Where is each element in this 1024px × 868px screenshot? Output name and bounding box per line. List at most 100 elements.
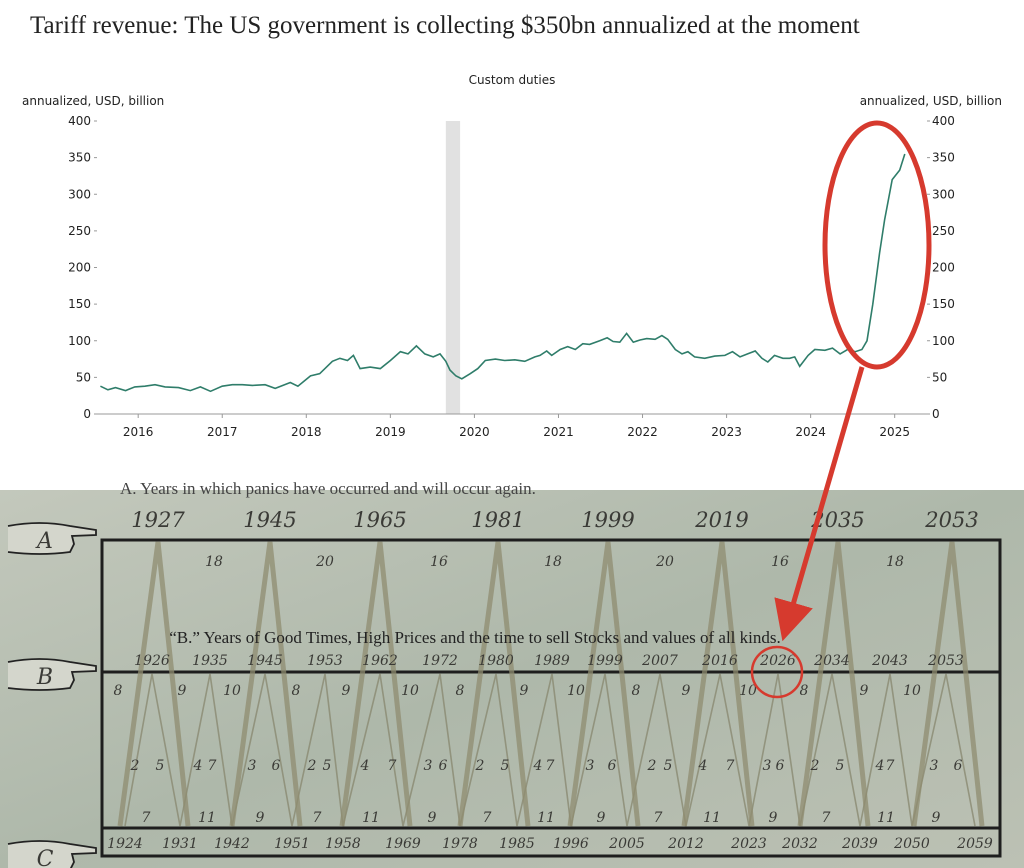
- row-b-lower: 7: [654, 810, 663, 826]
- row-b-middle: 6: [776, 758, 785, 774]
- row-b-upper: 8: [632, 683, 641, 699]
- cycle-peak: [911, 541, 985, 827]
- row-b-year: 2026: [759, 653, 796, 669]
- page-title: Tariff revenue: The US government is col…: [30, 12, 860, 39]
- x-tick-label: 2021: [543, 425, 574, 439]
- row-b-upper: 9: [178, 683, 187, 699]
- y-tick-label: 350: [68, 151, 91, 165]
- row-a-year: 1965: [353, 508, 406, 532]
- cycle-zigzag: [124, 673, 976, 827]
- row-letter: A: [35, 529, 53, 554]
- y-tick-label: 200: [68, 261, 91, 275]
- row-b-middle: 6: [608, 758, 617, 774]
- row-b-middle: 2: [647, 758, 657, 774]
- pointing-hand: [7, 522, 97, 555]
- series-line: [100, 153, 906, 393]
- row-b-lower: 9: [932, 810, 941, 826]
- y-tick-label: 50: [76, 370, 91, 384]
- x-tick-label: 2019: [375, 425, 406, 439]
- cycle-peak: [457, 541, 531, 827]
- shaded-region: [445, 121, 461, 414]
- row-b-lower: 11: [362, 810, 380, 826]
- cycle-peak: [797, 541, 871, 827]
- row-b-middle: 3: [586, 758, 595, 774]
- row-b-middle: 5: [156, 758, 165, 774]
- y2-tick-label: 150: [932, 297, 955, 311]
- row-b-year: 2034: [813, 653, 850, 669]
- row-b-middle: 2: [810, 758, 820, 774]
- y2-axis-label: annualized, USD, billion: [860, 94, 1002, 108]
- row-b-upper: 8: [114, 683, 123, 699]
- row-b-middle: 5: [323, 758, 332, 774]
- x-tick-label: 2017: [207, 425, 238, 439]
- row-b-middle: 7: [208, 758, 217, 774]
- row-b-middle: 3: [763, 758, 772, 774]
- y-tick-label: 250: [68, 224, 91, 238]
- row-b-middle: 7: [726, 758, 735, 774]
- y2-tick-label: 200: [932, 261, 955, 275]
- row-b-lower: 7: [142, 810, 151, 826]
- row-b-middle: 4: [533, 758, 543, 774]
- row-b-lower: 11: [198, 810, 216, 826]
- row-c-year: 1969: [385, 836, 421, 852]
- row-c-year: 1996: [553, 836, 589, 852]
- x-tick-label: 2020: [459, 425, 490, 439]
- row-b-year: 1980: [478, 653, 514, 669]
- row-a-interval: 18: [544, 554, 562, 570]
- highlight-ellipse: [822, 120, 932, 370]
- row-b-upper: 10: [401, 683, 419, 699]
- y-tick-label: 100: [68, 334, 91, 348]
- row-b-lower: 11: [703, 810, 721, 826]
- x-tick-label: 2025: [879, 425, 910, 439]
- row-b-lower: 9: [769, 810, 778, 826]
- row-letter: C: [37, 847, 54, 868]
- y-axis-label: annualized, USD, billion: [22, 94, 164, 108]
- row-b-middle: 5: [664, 758, 673, 774]
- row-c-year: 2059: [956, 836, 993, 852]
- arrow: [774, 366, 865, 642]
- x-tick-label: 2023: [711, 425, 742, 439]
- row-a-year: 2053: [924, 508, 978, 532]
- highlight-circle: [750, 645, 804, 699]
- row-b-upper: 8: [456, 683, 465, 699]
- row-a-year: 1927: [131, 508, 185, 532]
- row-b-upper: 9: [682, 683, 691, 699]
- annotation: [750, 120, 932, 699]
- y2-tick-label: 0: [932, 407, 940, 421]
- pointing-hand: [7, 658, 97, 691]
- row-b-year: 1953: [307, 653, 343, 669]
- row-b-middle: 7: [886, 758, 895, 774]
- row-c-year: 2032: [781, 836, 818, 852]
- row-b-lower: 7: [822, 810, 831, 826]
- row-b-year: 1945: [247, 653, 283, 669]
- row-c-year: 2050: [893, 836, 930, 852]
- row-b-lower: 11: [877, 810, 895, 826]
- cycle-peak: [681, 541, 755, 827]
- row-letter: B: [36, 665, 53, 690]
- cycle-peak: [229, 541, 303, 827]
- row-b-middle: 6: [272, 758, 281, 774]
- row-b-lower: 7: [483, 810, 492, 826]
- row-a-interval: 16: [430, 554, 448, 570]
- row-b-lower: 11: [537, 810, 555, 826]
- row-c-year: 1942: [214, 836, 250, 852]
- row-b-upper: 9: [520, 683, 529, 699]
- cycle-chart: A. Years in which panics have occurred a…: [0, 479, 1024, 868]
- row-b-middle: 7: [546, 758, 555, 774]
- row-b-year: 2016: [701, 653, 738, 669]
- cycle-peak: [567, 541, 641, 827]
- row-b-middle: 4: [360, 758, 370, 774]
- row-c-year: 1951: [274, 836, 310, 852]
- row-b-middle: 3: [930, 758, 939, 774]
- row-b-year: 2053: [927, 653, 964, 669]
- row-b-middle: 2: [130, 758, 140, 774]
- y-tick-label: 400: [68, 114, 91, 128]
- row-b-middle: 3: [248, 758, 257, 774]
- row-c-year: 1978: [442, 836, 478, 852]
- row-c-year: 2023: [730, 836, 767, 852]
- row-b-year: 1926: [134, 653, 170, 669]
- row-c-year: 1958: [325, 836, 361, 852]
- row-b-middle: 5: [501, 758, 510, 774]
- row-c-year: 2012: [667, 836, 704, 852]
- row-b-upper: 10: [739, 683, 757, 699]
